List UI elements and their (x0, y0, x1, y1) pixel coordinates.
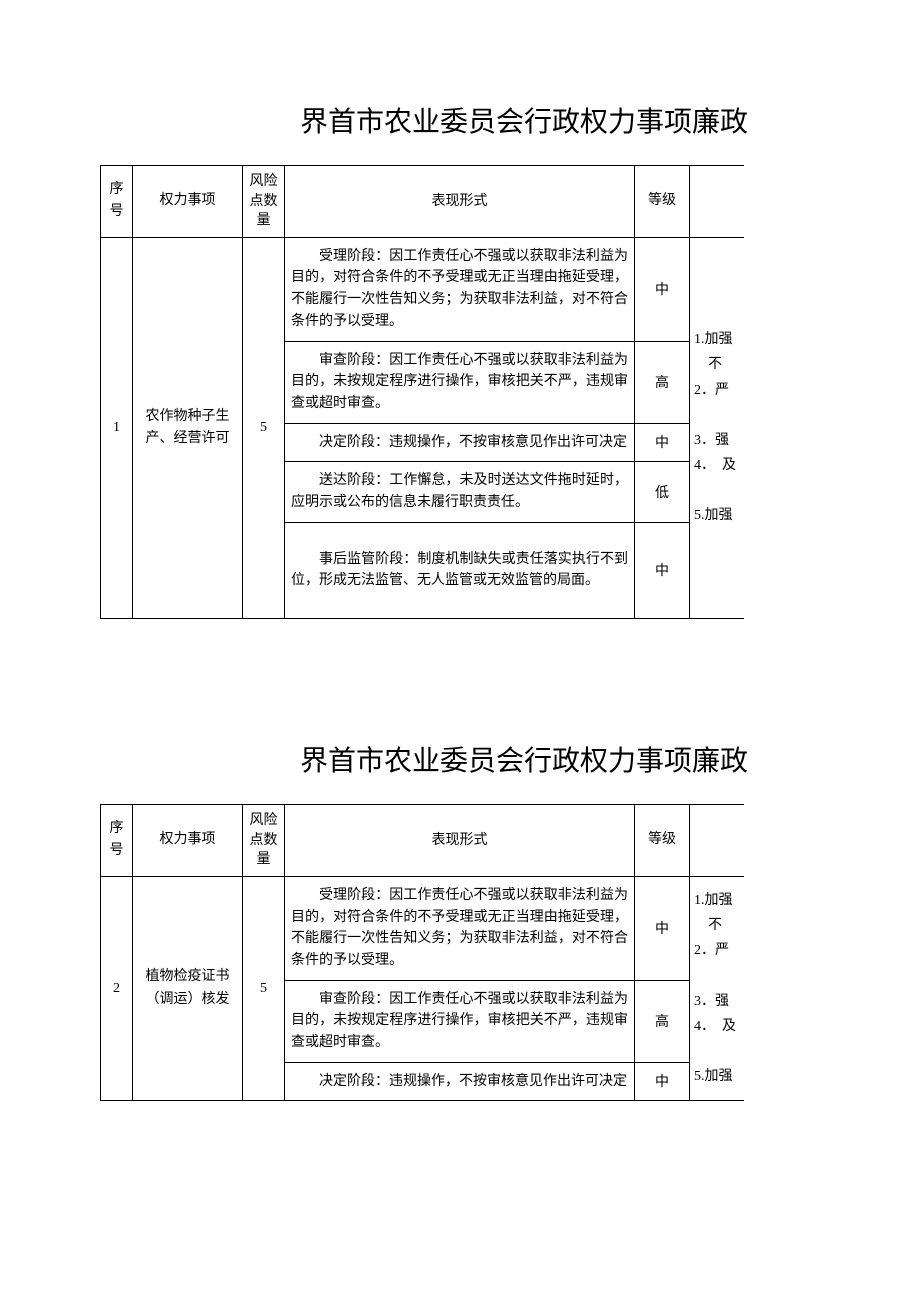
table-row: 1 农作物种子生产、经营许可 5 受理阶段：因工作责任心不强或以获取非法利益为目… (101, 237, 744, 341)
cell-form: 送达阶段：工作懈怠，未及时送达文件拖时延时，应明示或公布的信息未履行职责责任。 (285, 462, 635, 522)
header-form: 表现形式 (285, 166, 635, 238)
header-count: 风险 点数 量 (243, 166, 285, 238)
cell-level: 中 (635, 876, 690, 980)
header-form: 表现形式 (285, 805, 635, 877)
cell-measure: 1.加强 不 2．严 3．强 4． 及 5.加强 (690, 876, 744, 1101)
header-measure (690, 166, 744, 238)
section-2-title: 界首市农业委员会行政权力事项廉政 (100, 739, 920, 779)
section-1-title: 界首市农业委员会行政权力事项廉政 (100, 100, 920, 140)
cell-count: 5 (243, 876, 285, 1101)
cell-form: 审查阶段：因工作责任心不强或以获取非法利益为目的，未按规定程序进行操作，审核把关… (285, 980, 635, 1062)
cell-level: 中 (635, 1062, 690, 1101)
cell-level: 中 (635, 423, 690, 462)
table-1-header-row: 序 号 权力事项 风险 点数 量 表现形式 等级 (101, 166, 744, 238)
table-row: 2 植物检疫证书（调运）核发 5 受理阶段：因工作责任心不强或以获取非法利益为目… (101, 876, 744, 980)
table-1: 序 号 权力事项 风险 点数 量 表现形式 等级 1 农作物种子生产、经营许可 … (100, 165, 744, 619)
cell-level: 高 (635, 980, 690, 1062)
section-1: 界首市农业委员会行政权力事项廉政 序 号 权力事项 风险 点数 量 表现形式 等… (100, 100, 920, 619)
cell-level: 中 (635, 237, 690, 341)
cell-form: 受理阶段：因工作责任心不强或以获取非法利益为目的，对符合条件的不予受理或无正当理… (285, 876, 635, 980)
cell-measure: 1.加强 不 2．严 3．强 4． 及 5.加强 (690, 237, 744, 618)
cell-item: 农作物种子生产、经营许可 (133, 237, 243, 618)
table-2: 序 号 权力事项 风险 点数 量 表现形式 等级 2 植物检疫证书（调运）核发 … (100, 804, 744, 1101)
cell-seq: 2 (101, 876, 133, 1101)
header-measure (690, 805, 744, 877)
cell-level: 中 (635, 522, 690, 618)
cell-form: 受理阶段：因工作责任心不强或以获取非法利益为目的，对符合条件的不予受理或无正当理… (285, 237, 635, 341)
header-count: 风险 点数 量 (243, 805, 285, 877)
cell-level: 低 (635, 462, 690, 522)
header-seq: 序 号 (101, 166, 133, 238)
header-level: 等级 (635, 166, 690, 238)
cell-form: 决定阶段：违规操作，不按审核意见作出许可决定 (285, 423, 635, 462)
cell-item: 植物检疫证书（调运）核发 (133, 876, 243, 1101)
header-item: 权力事项 (133, 166, 243, 238)
header-item: 权力事项 (133, 805, 243, 877)
header-seq: 序 号 (101, 805, 133, 877)
cell-form: 审查阶段：因工作责任心不强或以获取非法利益为目的，未按规定程序进行操作，审核把关… (285, 341, 635, 423)
cell-form: 事后监管阶段：制度机制缺失或责任落实执行不到位，形成无法监管、无人监管或无效监管… (285, 522, 635, 618)
section-2: 界首市农业委员会行政权力事项廉政 序 号 权力事项 风险 点数 量 表现形式 等… (100, 739, 920, 1101)
cell-level: 高 (635, 341, 690, 423)
header-level: 等级 (635, 805, 690, 877)
cell-form: 决定阶段：违规操作，不按审核意见作出许可决定 (285, 1062, 635, 1101)
cell-seq: 1 (101, 237, 133, 618)
cell-count: 5 (243, 237, 285, 618)
table-2-header-row: 序 号 权力事项 风险 点数 量 表现形式 等级 (101, 805, 744, 877)
